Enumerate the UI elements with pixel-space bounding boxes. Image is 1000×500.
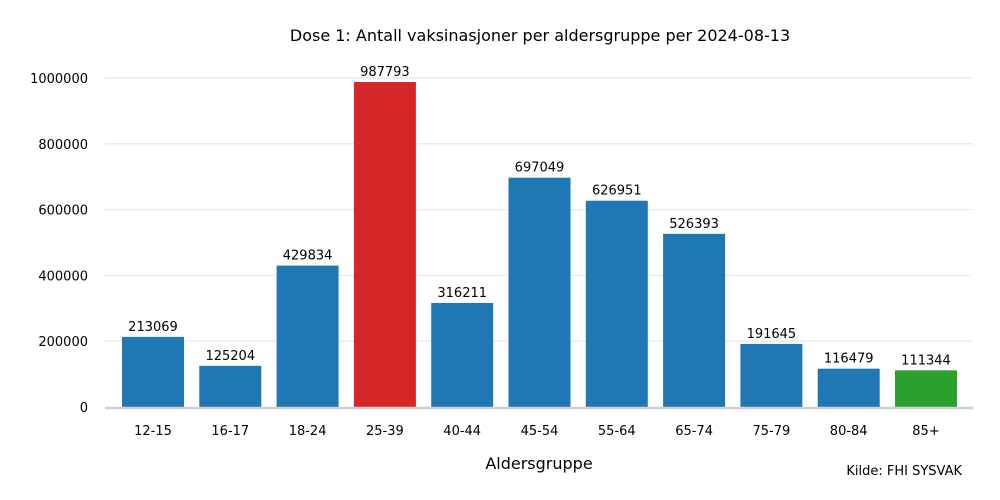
x-tick-label: 55-64	[598, 424, 636, 439]
bar	[663, 233, 726, 407]
y-tick-label: 0	[80, 401, 88, 416]
x-axis-label: Aldersgruppe	[485, 454, 592, 473]
x-tick-label: 85+	[912, 424, 939, 439]
y-tick-label: 600000	[38, 204, 88, 219]
x-tick-label: 18-24	[289, 424, 327, 439]
bar	[431, 302, 494, 407]
x-axis-ticks: 12-15 16-17 18-24 25-39 40-44 45-54 55-64 65-74…	[134, 424, 940, 439]
y-tick-label: 800000	[38, 138, 88, 153]
data-label: 987793	[360, 65, 410, 80]
data-label: 626951	[592, 184, 642, 199]
bar	[199, 365, 262, 407]
x-tick-label: 12-15	[134, 424, 172, 439]
bar	[817, 368, 880, 407]
data-label: 111344	[901, 353, 951, 368]
chart-title: Dose 1: Antall vaksinasjoner per aldersg…	[290, 26, 790, 45]
x-tick-label: 65-74	[675, 424, 713, 439]
y-tick-label: 1000000	[30, 72, 88, 87]
x-tick-label: 40-44	[443, 424, 481, 439]
x-tick-label: 25-39	[366, 424, 404, 439]
data-label: 213069	[128, 320, 178, 335]
data-label: 316211	[437, 286, 487, 301]
data-label: 191645	[747, 327, 797, 342]
bar	[353, 82, 416, 407]
source-note: Kilde: FHI SYSVAK	[846, 464, 962, 479]
x-tick-label: 80-84	[830, 424, 868, 439]
bar	[508, 177, 571, 407]
data-label: 116479	[824, 352, 874, 367]
data-labels: 213069 125204 429834 987793 316211 697049 6269…	[128, 65, 951, 368]
x-tick-label: 75-79	[753, 424, 791, 439]
bar	[122, 336, 184, 407]
y-axis-ticks: 0 200000 400000 600000 800000 1000000	[30, 72, 88, 416]
x-tick-label: 16-17	[211, 424, 249, 439]
y-tick-label: 200000	[38, 335, 88, 350]
bar	[585, 200, 648, 407]
bar	[895, 370, 957, 407]
data-label: 125204	[205, 349, 255, 364]
data-label: 697049	[515, 161, 565, 176]
bar	[740, 343, 803, 407]
y-tick-label: 400000	[38, 269, 88, 284]
data-label: 526393	[669, 217, 719, 232]
bar	[276, 265, 339, 407]
x-tick-label: 45-54	[521, 424, 559, 439]
data-label: 429834	[283, 249, 333, 264]
bars	[122, 82, 957, 407]
